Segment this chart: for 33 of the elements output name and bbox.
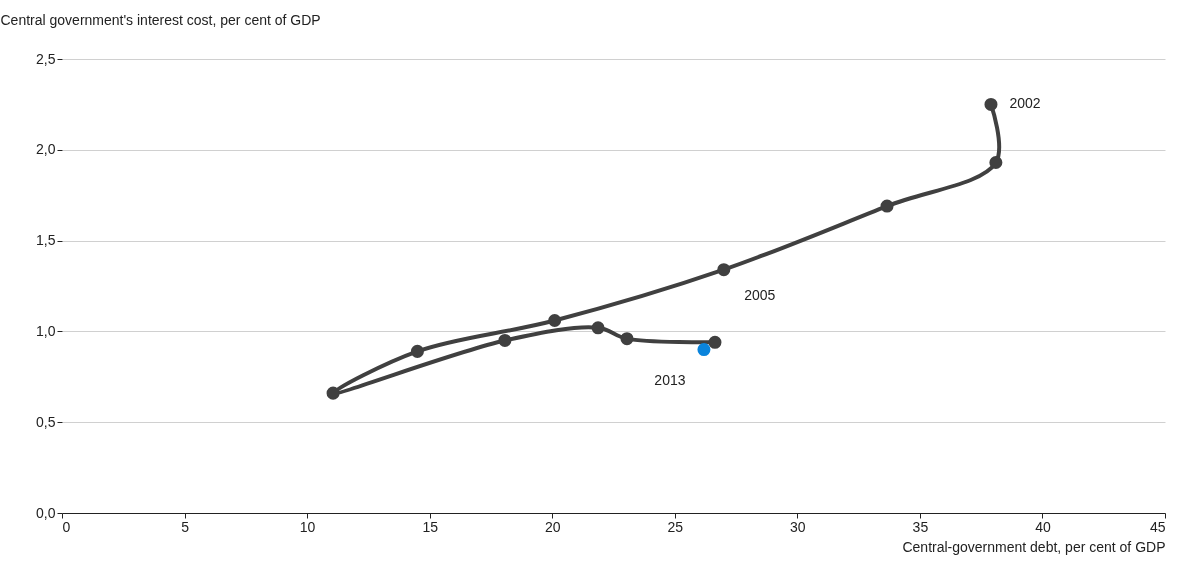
y-tick-label: 1,5 xyxy=(36,232,56,249)
point xyxy=(708,335,722,349)
x-tick-label: 40 xyxy=(1035,518,1051,535)
x-tick-label: 20 xyxy=(544,518,561,535)
point xyxy=(717,263,731,277)
point xyxy=(697,343,711,357)
y-tick-label: 0,5 xyxy=(36,413,56,430)
annotation: 2005 xyxy=(744,286,776,303)
point xyxy=(326,386,340,400)
y-tick-label: 0,0 xyxy=(36,504,56,521)
y-axis-title: Central government's interest cost, per cent of GDP xyxy=(0,11,321,28)
y-tick-label: 2,5 xyxy=(36,50,56,67)
point xyxy=(880,199,894,213)
x-tick-label: 30 xyxy=(790,518,806,535)
y-tick-label: 2,0 xyxy=(36,141,56,158)
y-tick-label: 1,0 xyxy=(36,322,56,339)
point xyxy=(410,344,424,358)
point xyxy=(548,314,562,328)
point xyxy=(989,156,1003,170)
x-tick-label: 10 xyxy=(299,518,316,535)
x-tick-label: 15 xyxy=(422,518,439,535)
x-tick-label: 5 xyxy=(181,518,190,535)
x-axis-title: Central-government debt, per cent of GDP xyxy=(902,538,1166,555)
x-tick-label: 25 xyxy=(667,518,684,535)
annotation: 2013 xyxy=(654,371,686,388)
x-tick-label: 0 xyxy=(62,518,71,535)
x-tick-label: 45 xyxy=(1149,518,1166,535)
x-tick-label: 35 xyxy=(912,518,929,535)
point xyxy=(620,332,634,346)
annotation: 2002 xyxy=(1009,95,1041,112)
point xyxy=(984,97,998,111)
point xyxy=(498,333,512,347)
point xyxy=(591,321,605,335)
